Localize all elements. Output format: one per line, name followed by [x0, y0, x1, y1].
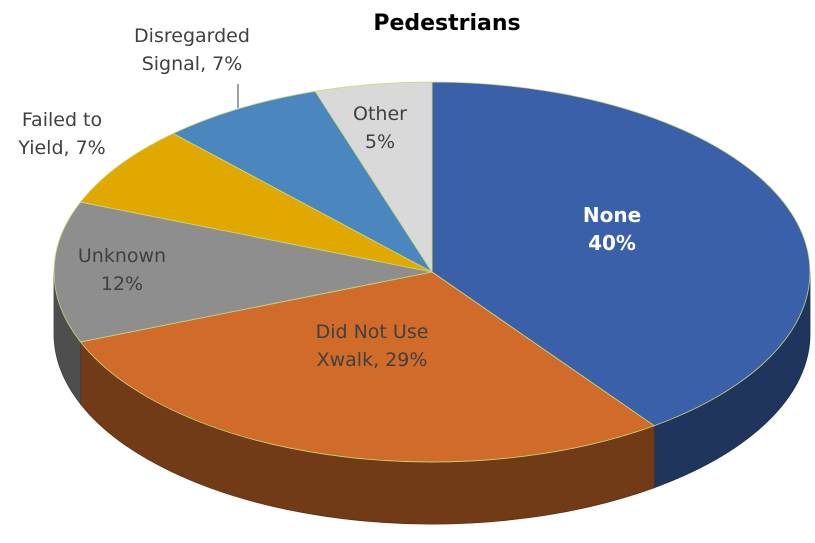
data-label: Did Not Use Xwalk, 29%: [316, 321, 429, 371]
data-label-line: Xwalk, 29%: [317, 349, 428, 371]
data-label-line: Disregarded: [134, 25, 250, 47]
data-label-line: Other: [353, 103, 407, 125]
data-label-line: Signal, 7%: [142, 53, 243, 75]
slice: [431, 81, 811, 427]
data-label-line: Failed to: [22, 109, 102, 131]
slice: [79, 133, 433, 273]
slice: [53, 201, 433, 343]
slice: [79, 271, 656, 463]
slice: [172, 90, 434, 274]
data-label-line: 40%: [588, 231, 636, 255]
data-label: Failed to Yield, 7%: [17, 109, 105, 159]
data-label-line: Did Not Use: [316, 321, 429, 343]
data-label: Other 5%: [353, 103, 407, 153]
data-label: Disregarded Signal, 7%: [134, 25, 250, 75]
data-label-line: Yield, 7%: [17, 137, 105, 159]
data-label: Unknown 12%: [78, 245, 166, 295]
data-label-line: 5%: [365, 131, 395, 153]
chart-title: Pedestrians: [373, 11, 520, 36]
data-label-line: 12%: [101, 273, 143, 295]
data-label-line: Unknown: [78, 245, 166, 267]
data-label: None 40%: [583, 203, 641, 255]
slice: [314, 81, 433, 274]
data-label-line: None: [583, 203, 641, 227]
